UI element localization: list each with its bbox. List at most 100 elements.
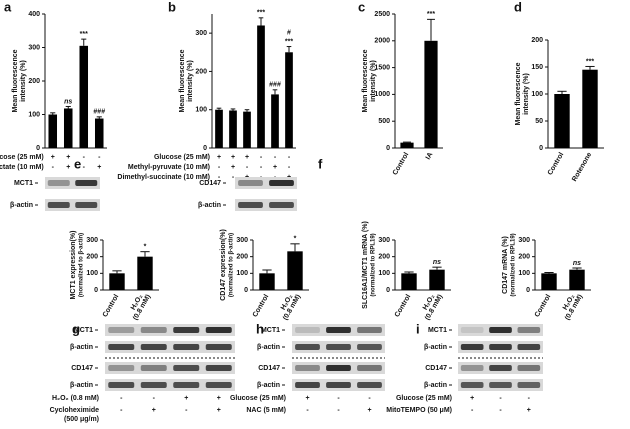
y-tick-label: 0: [94, 287, 98, 294]
condition-label: NAC (5 mM): [246, 407, 286, 414]
blot-band: [173, 344, 200, 350]
condition-sign: +: [51, 154, 55, 161]
blot-band: [108, 365, 135, 371]
blot-band: [295, 382, 320, 388]
significance: *: [144, 244, 147, 251]
condition-sign: +: [217, 407, 221, 414]
blot-label: β-actin: [257, 382, 280, 389]
significance: ns: [573, 260, 581, 267]
bar: [285, 52, 293, 148]
significance: ***: [427, 11, 435, 18]
bar: [215, 109, 223, 148]
condition-sign: -: [185, 407, 188, 414]
blot-band: [205, 365, 232, 371]
y-axis-label: intensity (%): [370, 60, 377, 102]
condition-sign: +: [184, 395, 188, 402]
blot-label: MCT1: [261, 327, 280, 334]
y-tick-label: 150: [531, 64, 543, 71]
bar: [400, 142, 414, 148]
condition-sign: +: [367, 407, 371, 414]
blot-label: β-actin: [424, 344, 447, 351]
condition-label: Dimethyl-succinate (10 mM): [117, 174, 210, 181]
condition-sign: -: [218, 164, 221, 171]
panel-letter: c: [358, 0, 365, 14]
blot-band: [295, 344, 320, 350]
condition-label: (500 μg/m): [64, 416, 99, 423]
y-tick-label: 0: [386, 287, 390, 294]
blot-band: [295, 327, 320, 333]
y-tick-label: 400: [28, 11, 40, 18]
blot-band: [517, 382, 541, 388]
bar: [259, 273, 275, 290]
blot-band: [489, 365, 512, 371]
y-tick-label: 100: [518, 270, 530, 277]
blot-band: [489, 382, 512, 388]
bar: [541, 273, 557, 290]
y-tick-label: 0: [203, 145, 207, 152]
significance: ns: [433, 259, 441, 266]
condition-sign: -: [274, 154, 277, 161]
blot-band: [205, 344, 232, 350]
blot-band: [460, 327, 484, 333]
condition-sign: -: [120, 407, 123, 414]
condition-sign: -: [337, 407, 340, 414]
blot-strip: [105, 341, 235, 353]
condition-sign: +: [217, 154, 221, 161]
condition-sign: -: [120, 395, 123, 402]
significance: ***: [586, 58, 594, 65]
blot-band: [489, 344, 512, 350]
condition-sign: +: [245, 154, 249, 161]
y-tick-label: 300: [378, 237, 390, 244]
condition-sign: -: [153, 395, 156, 402]
condition-sign: -: [499, 407, 502, 414]
significance: *: [294, 236, 297, 243]
bar: [63, 108, 73, 148]
y-axis-note: (normalized to RPL19): [511, 233, 517, 296]
condition-sign: +: [231, 154, 235, 161]
y-axis-label: SLC16A1/MCT1 mRNA (%): [362, 221, 369, 309]
blot-band: [326, 382, 351, 388]
condition-sign: -: [232, 174, 235, 181]
y-axis-note: (normalized to RPL19): [371, 233, 377, 296]
panel-letter: g: [72, 321, 80, 336]
blot-label: CD147: [71, 365, 93, 372]
panel-letter: a: [4, 0, 12, 14]
blot-band: [108, 344, 135, 350]
panel-letter: h: [256, 321, 264, 336]
y-tick-label: 300: [28, 44, 40, 51]
y-tick-label: 2000: [374, 38, 390, 45]
y-tick-label: 1000: [374, 91, 390, 98]
blot-band: [205, 327, 232, 333]
condition-sign: +: [217, 395, 221, 402]
blot-band: [460, 382, 484, 388]
blot-band: [75, 202, 98, 208]
x-tick-label: Control: [252, 293, 271, 318]
y-tick-label: 500: [378, 118, 390, 125]
blot-band: [357, 327, 382, 333]
blot-band: [295, 365, 320, 371]
condition-sign: -: [52, 164, 55, 171]
blot-band: [173, 365, 200, 371]
y-axis-label: CD147 expression(%): [220, 229, 227, 301]
x-tick-label: Control: [394, 293, 413, 318]
y-tick-label: 0: [36, 145, 40, 152]
bar: [243, 111, 251, 148]
y-tick-label: 100: [531, 91, 543, 98]
blot-band: [140, 344, 167, 350]
condition-sign: -: [337, 395, 340, 402]
y-axis-label: intensity (%): [187, 60, 194, 102]
blot-label: β-actin: [10, 202, 33, 209]
y-tick-label: 200: [86, 254, 98, 261]
blot-band: [269, 180, 294, 186]
condition-sign: -: [83, 154, 86, 161]
blot-label: β-actin: [257, 344, 280, 351]
blot-band: [238, 180, 263, 186]
bar: [582, 69, 598, 148]
y-tick-label: 300: [518, 237, 530, 244]
panel-letter: d: [514, 0, 522, 14]
condition-sign: -: [471, 407, 474, 414]
condition-label: Methyl-pyruvate (10 mM): [128, 164, 210, 171]
y-tick-label: 300: [236, 237, 248, 244]
